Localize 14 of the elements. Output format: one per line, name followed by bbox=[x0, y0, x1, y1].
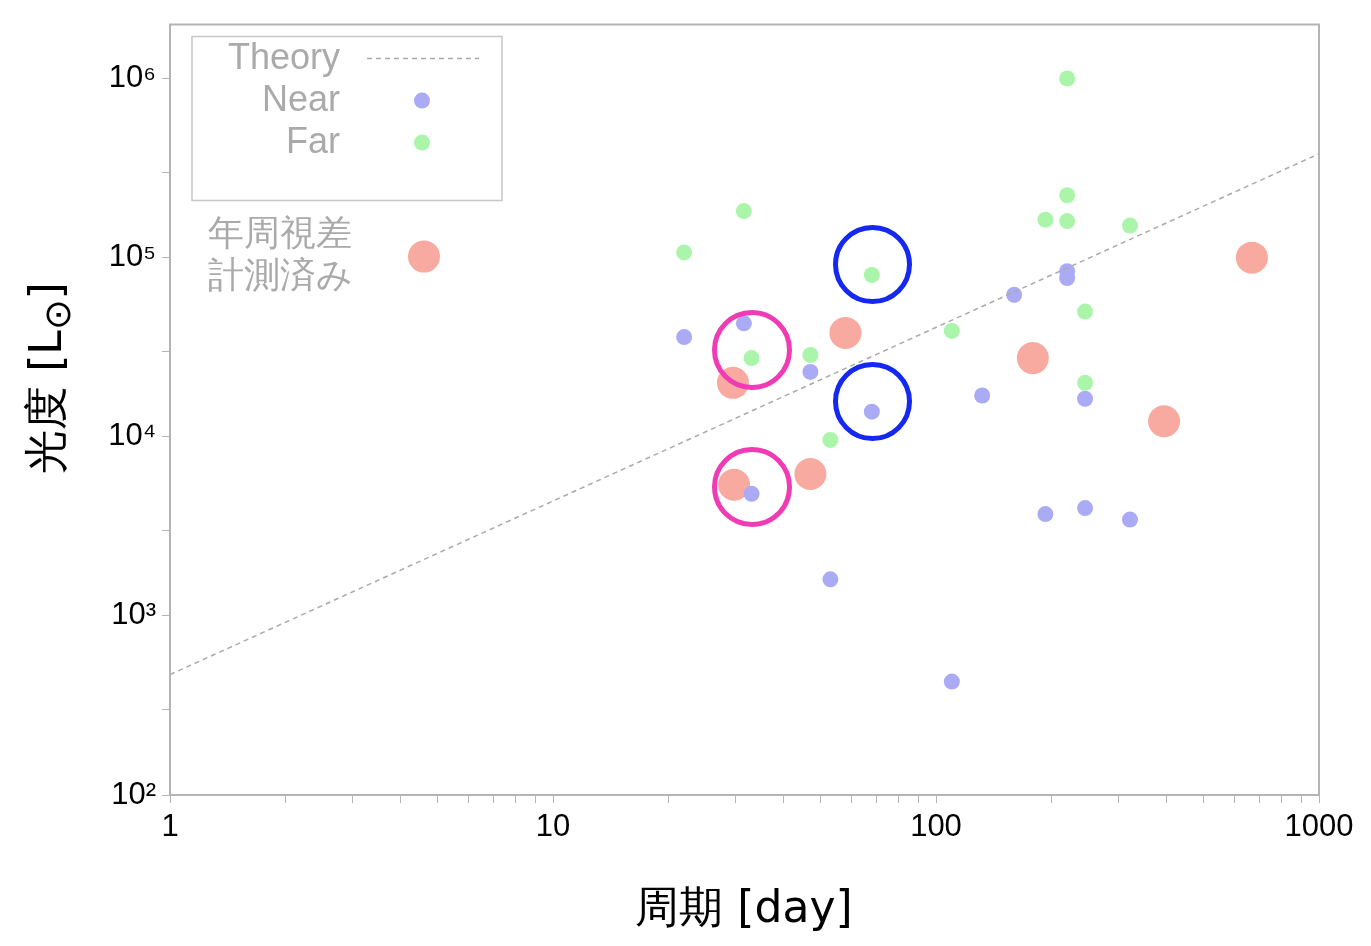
y-tick-label: 10³ bbox=[111, 596, 156, 632]
x-tick-label: 100 bbox=[910, 808, 962, 844]
legend-label: 年周視差計測済み bbox=[208, 211, 353, 295]
legend-label: Near bbox=[261, 77, 341, 119]
y-tick-label: 10⁴ bbox=[108, 417, 156, 453]
legend-label: Far bbox=[286, 119, 341, 161]
x-tick-label: 1 bbox=[161, 808, 179, 844]
y-tick-label: 10⁶ bbox=[108, 59, 156, 95]
legend-label: Theory bbox=[227, 35, 340, 77]
x-tick-label: 1000 bbox=[1284, 808, 1354, 844]
x-axis-title: 周期 [day] bbox=[635, 880, 853, 934]
y-tick-label: 10² bbox=[111, 775, 156, 811]
y-tick-label: 10⁵ bbox=[108, 238, 156, 274]
x-tick-label: 10 bbox=[535, 808, 571, 844]
